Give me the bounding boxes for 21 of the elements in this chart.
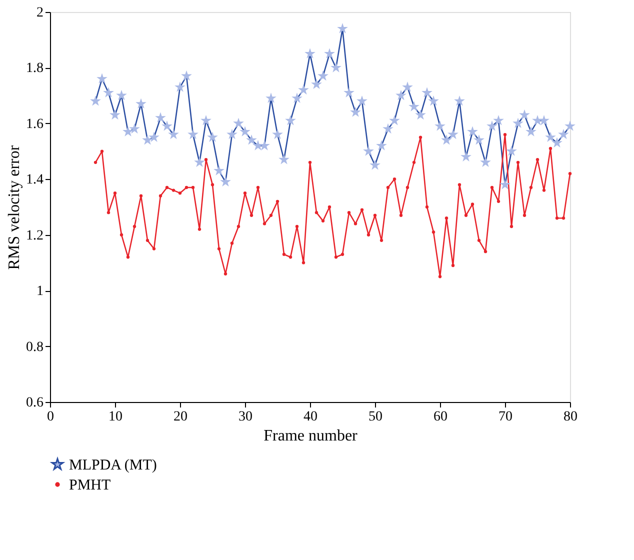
x-tick-label: 30 (238, 410, 252, 424)
x-tick-label: 10 (108, 410, 122, 424)
y-tick-label: 1.4 (26, 172, 44, 188)
y-tick-label: 1.6 (26, 116, 44, 132)
y-tick-label: 1.2 (26, 228, 44, 244)
x-tick-label: 60 (434, 410, 448, 424)
y-tick-label: 0.6 (26, 396, 44, 410)
x-tick-label: 70 (498, 410, 512, 424)
x-tick-label: 40 (304, 410, 318, 424)
x-tick-label: 50 (368, 410, 382, 424)
y-tick-label: 1.8 (26, 61, 44, 76)
x-tick-label: 0 (47, 410, 54, 424)
x-tick-label: 20 (174, 410, 188, 424)
x-tick-label: 80 (564, 410, 578, 424)
y-axis-title: RMS velocity error (6, 144, 23, 270)
legend-label: PMHT (69, 478, 111, 494)
legend-label: MLPDA (MT) (69, 458, 157, 474)
y-tick-label: 2 (36, 6, 44, 20)
y-tick-label: 0.8 (26, 340, 44, 355)
y-tick-label: 1 (36, 284, 44, 300)
x-axis-title: Frame number (264, 428, 358, 444)
